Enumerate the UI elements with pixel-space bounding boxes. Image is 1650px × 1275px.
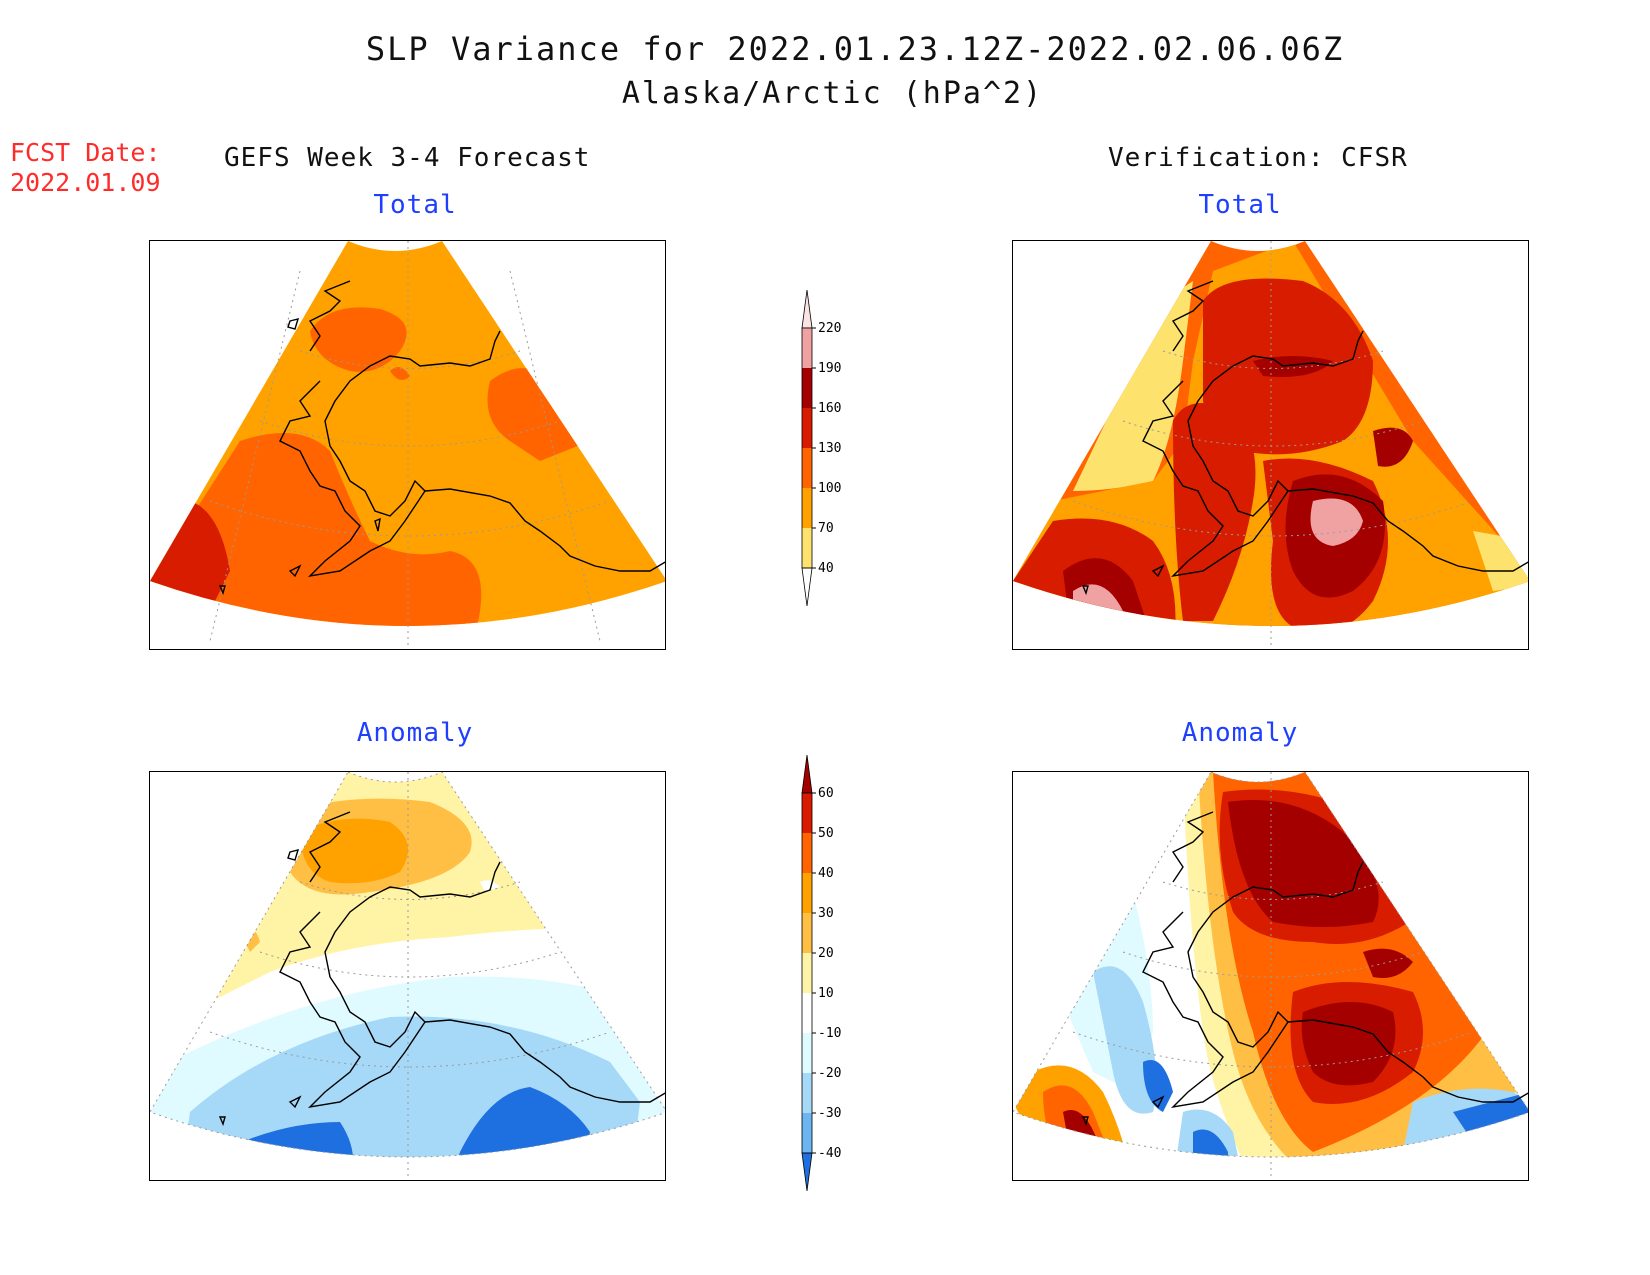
colorbar-anomaly-tick-label: 10 xyxy=(818,986,834,1001)
colorbar-total-tick-label: 130 xyxy=(818,441,841,456)
colorbar-total-segment xyxy=(802,448,812,488)
colorbar-total-segment xyxy=(802,408,812,448)
colorbar-anomaly-tick-label: -40 xyxy=(818,1146,841,1161)
colorbar-total-segment xyxy=(802,368,812,408)
fcst-date-label: FCST Date: xyxy=(10,138,161,167)
colorbar-anomaly-tick-label: -30 xyxy=(818,1106,841,1121)
column-title-forecast: GEFS Week 3-4 Forecast xyxy=(224,143,591,173)
colorbar-total-tick-label: 70 xyxy=(818,521,834,536)
colorbar-anomaly-top-arrow xyxy=(801,754,813,794)
colorbar-total-tick-label: 220 xyxy=(818,321,841,336)
colorbar-anomaly-segment xyxy=(802,1033,812,1073)
colorbar-anomaly-segment xyxy=(802,953,812,993)
colorbar-anomaly-segment xyxy=(802,993,812,1033)
colorbar-total-bottom-arrow xyxy=(801,567,813,607)
colorbar-anomaly-segment xyxy=(802,793,812,833)
colorbar-anomaly: 60 50 40 30 20 10 -10 -20 -30 -40 xyxy=(796,753,876,1201)
colorbar-total-top-arrow xyxy=(801,289,813,329)
colorbar-anomaly-tick-label: 60 xyxy=(818,786,834,801)
map-panel-forecast-total xyxy=(149,240,666,650)
fcst-date-value: 2022.01.09 xyxy=(10,168,161,197)
colorbar-anomaly-segment xyxy=(802,873,812,913)
colorbar-anomaly-tick-label: -10 xyxy=(818,1026,841,1041)
colorbar-anomaly-segment xyxy=(802,1073,812,1113)
colorbar-anomaly-tick-label: 20 xyxy=(818,946,834,961)
colorbar-total-tick-label: 160 xyxy=(818,401,841,416)
colorbar-total-tick-label: 100 xyxy=(818,481,841,496)
panel-title-forecast-total: Total xyxy=(373,190,457,220)
page-subtitle: Alaska/Arctic (hPa^2) xyxy=(621,76,1044,111)
colorbar-total-segment xyxy=(802,328,812,368)
column-title-verification: Verification: CFSR xyxy=(1108,143,1408,173)
colorbar-anomaly-tick-label: 50 xyxy=(818,826,834,841)
colorbar-anomaly-tick-label: 40 xyxy=(818,866,834,881)
colorbar-total-segment xyxy=(802,528,812,568)
map-panel-forecast-anomaly xyxy=(149,771,666,1181)
colorbar-total-tick-label: 190 xyxy=(818,361,841,376)
colorbar-anomaly-segment xyxy=(802,913,812,953)
map-panel-verification-total xyxy=(1012,240,1529,650)
colorbar-anomaly-segment xyxy=(802,1113,812,1153)
colorbar-total-segment xyxy=(802,488,812,528)
panel-title-verification-anomaly: Anomaly xyxy=(1181,718,1299,748)
colorbar-anomaly-outline xyxy=(801,792,813,1154)
colorbar-total-tick-label: 40 xyxy=(818,561,834,576)
colorbar-anomaly-tick-label: 30 xyxy=(818,906,834,921)
panel-title-verification-total: Total xyxy=(1198,190,1282,220)
colorbar-total: 220 190 160 130 100 70 40 xyxy=(796,285,876,610)
page-title: SLP Variance for 2022.01.23.12Z-2022.02.… xyxy=(365,30,1345,68)
panel-title-forecast-anomaly: Anomaly xyxy=(356,718,474,748)
map-panel-verification-anomaly xyxy=(1012,771,1529,1181)
colorbar-anomaly-segment xyxy=(802,833,812,873)
colorbar-anomaly-bottom-arrow xyxy=(801,1152,813,1192)
colorbar-anomaly-tick-label: -20 xyxy=(818,1066,841,1081)
